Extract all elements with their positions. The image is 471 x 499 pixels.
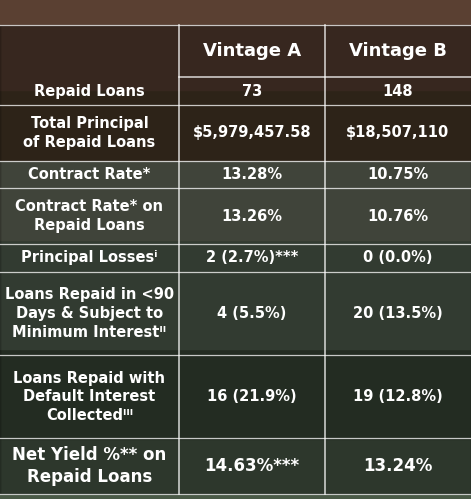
Text: Vintage A: Vintage A xyxy=(203,42,301,60)
Text: 148: 148 xyxy=(382,84,414,99)
Text: 73: 73 xyxy=(242,84,262,99)
Text: 0 (0.0%): 0 (0.0%) xyxy=(363,250,433,265)
Text: Contract Rate*: Contract Rate* xyxy=(28,167,151,182)
Text: 14.63%***: 14.63%*** xyxy=(204,457,300,475)
Bar xyxy=(0,90,471,160)
Text: 19 (12.8%): 19 (12.8%) xyxy=(353,389,443,404)
Bar xyxy=(0,240,471,349)
Text: 10.75%: 10.75% xyxy=(367,167,429,182)
Text: 4 (5.5%): 4 (5.5%) xyxy=(217,306,287,321)
Text: 20 (13.5%): 20 (13.5%) xyxy=(353,306,443,321)
Text: Principal Lossesⁱ: Principal Lossesⁱ xyxy=(21,250,158,265)
Text: Loans Repaid with
Default Interest
Collectedᴵᴵᴵ: Loans Repaid with Default Interest Colle… xyxy=(14,371,165,423)
Text: Vintage B: Vintage B xyxy=(349,42,447,60)
Text: Repaid Loans: Repaid Loans xyxy=(34,84,145,99)
Text: Contract Rate* on
Repaid Loans: Contract Rate* on Repaid Loans xyxy=(16,200,163,233)
Bar xyxy=(0,0,471,90)
Text: Total Principal
of Repaid Loans: Total Principal of Repaid Loans xyxy=(24,116,155,150)
Text: 13.28%: 13.28% xyxy=(221,167,283,182)
Text: Loans Repaid in <90
Days & Subject to
Minimum Interestᴵᴵ: Loans Repaid in <90 Days & Subject to Mi… xyxy=(5,287,174,339)
Text: 2 (2.7%)***: 2 (2.7%)*** xyxy=(206,250,298,265)
Text: 13.26%: 13.26% xyxy=(221,209,283,224)
Bar xyxy=(0,349,471,439)
Bar xyxy=(0,439,471,499)
Text: $5,979,457.58: $5,979,457.58 xyxy=(193,125,311,140)
Text: Net Yield %** on
Repaid Loans: Net Yield %** on Repaid Loans xyxy=(12,446,167,487)
Text: 10.76%: 10.76% xyxy=(367,209,429,224)
Bar xyxy=(0,160,471,240)
Text: 16 (21.9%): 16 (21.9%) xyxy=(207,389,297,404)
Text: 13.24%: 13.24% xyxy=(363,457,433,475)
Text: $18,507,110: $18,507,110 xyxy=(346,125,450,140)
